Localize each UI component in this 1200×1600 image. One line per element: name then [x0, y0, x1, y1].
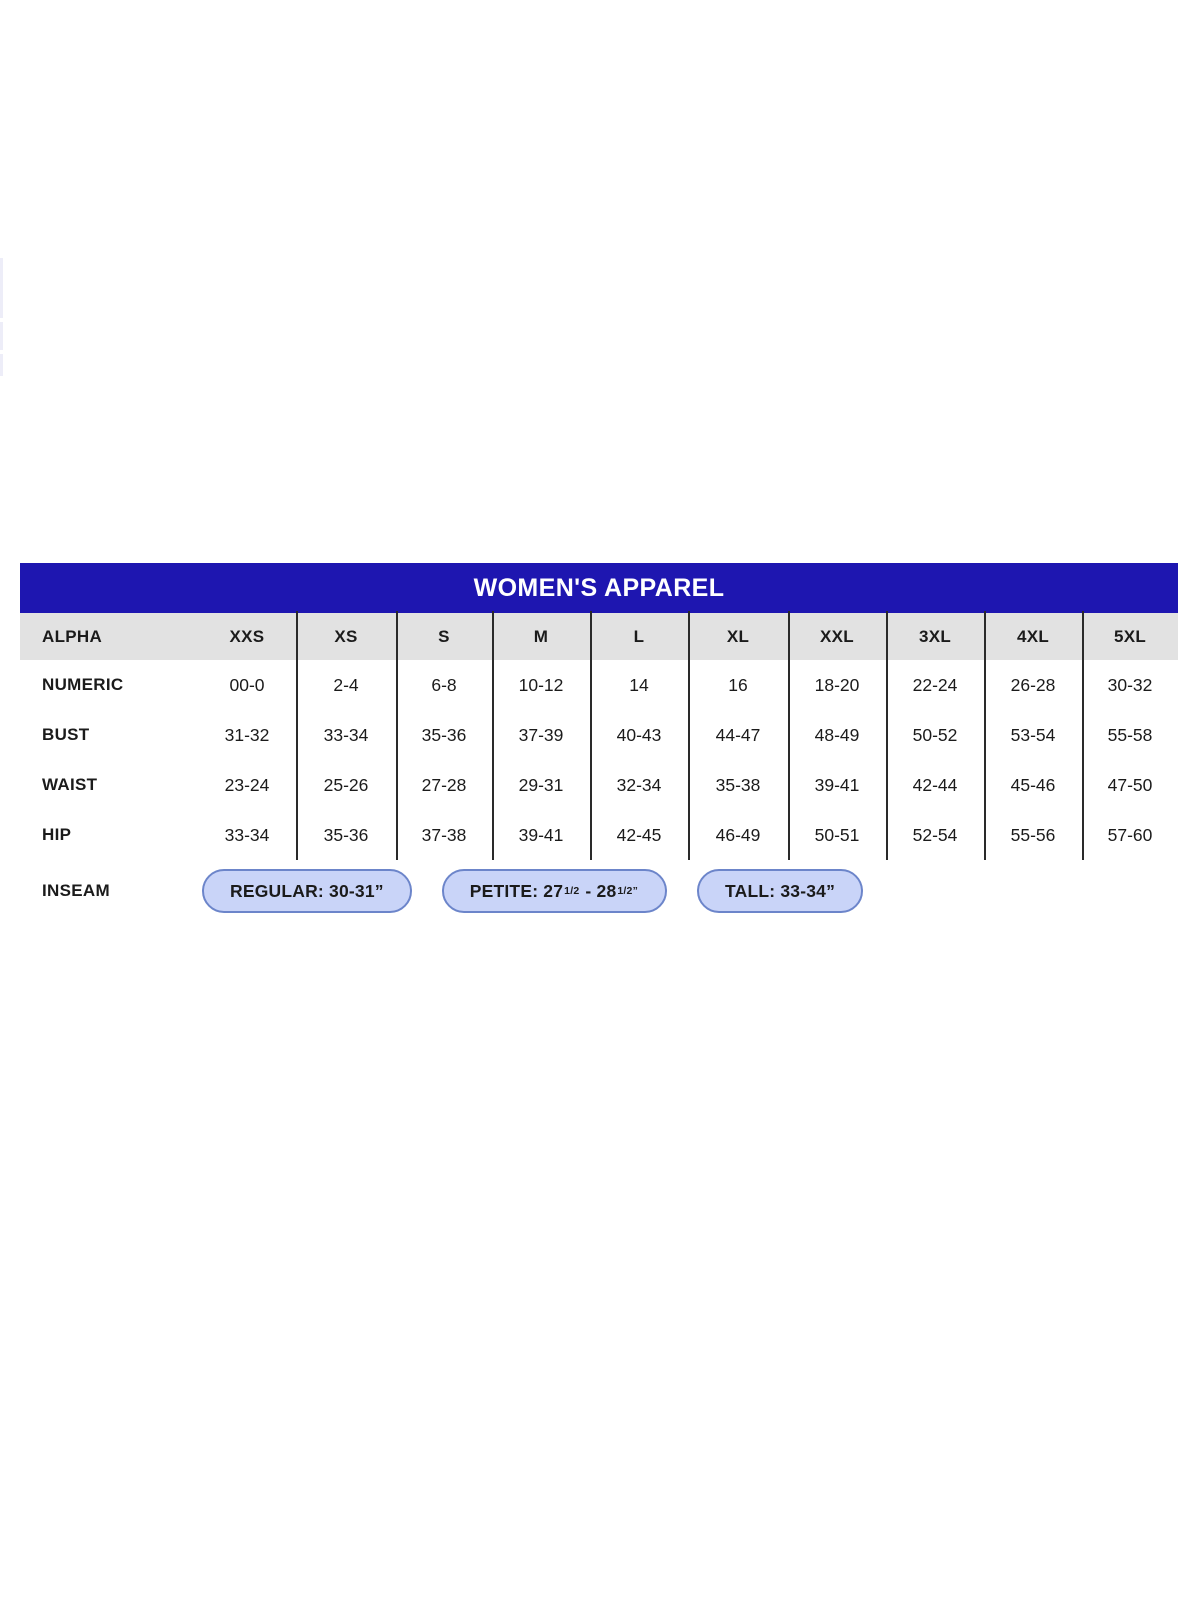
- inseam-option-regular[interactable]: REGULAR: 30-31”: [202, 869, 412, 913]
- row-label-waist: WAIST: [42, 775, 98, 794]
- size-chart-table: ALPHA XXS XS S M L XL XXL 3XL 4XL 5XL NU…: [20, 611, 1178, 922]
- column-header-l: L: [590, 611, 688, 660]
- cell-numeric-xxl: 18-20: [788, 660, 886, 710]
- column-header-xl: XL: [688, 611, 788, 660]
- inseam-petite-mid: - 28: [585, 880, 617, 901]
- column-header-s: S: [396, 611, 492, 660]
- cell-bust-xl: 44-47: [688, 710, 788, 760]
- row-label-numeric: NUMERIC: [42, 675, 124, 694]
- table-row: HIP 33-34 35-36 37-38 39-41 42-45 46-49 …: [20, 810, 1178, 860]
- cell-numeric-4xl: 26-28: [984, 660, 1082, 710]
- column-header-4xl: 4XL: [984, 611, 1082, 660]
- column-header-xxs: XXS: [198, 613, 296, 660]
- cell-numeric-xl: 16: [688, 660, 788, 710]
- column-header-5xl: 5XL: [1082, 611, 1178, 660]
- row-label-inseam: INSEAM: [42, 881, 110, 900]
- row-label-hip: HIP: [42, 825, 72, 844]
- cell-bust-3xl: 50-52: [886, 710, 984, 760]
- cell-numeric-3xl: 22-24: [886, 660, 984, 710]
- inseam-option-group: REGULAR: 30-31” PETITE: 27 1/2 - 28 1/2” T…: [198, 869, 1178, 913]
- cell-bust-xxl: 48-49: [788, 710, 886, 760]
- cell-waist-s: 27-28: [396, 760, 492, 810]
- column-header-xxl: XXL: [788, 611, 886, 660]
- inseam-petite-lead: PETITE: 27: [469, 880, 564, 901]
- inseam-options-cell: REGULAR: 30-31” PETITE: 27 1/2 - 28 1/2” T…: [198, 860, 1178, 922]
- column-header-alpha: ALPHA: [20, 613, 198, 660]
- inseam-petite-fraction-1: 1/2: [564, 885, 580, 897]
- cell-bust-xxs: 31-32: [224, 724, 270, 745]
- inseam-petite-fraction-2: 1/2”: [617, 885, 639, 897]
- cell-waist-4xl: 45-46: [984, 760, 1082, 810]
- cell-numeric-xs: 2-4: [296, 660, 396, 710]
- cell-bust-s: 35-36: [396, 710, 492, 760]
- cell-hip-m: 39-41: [492, 810, 590, 860]
- cell-bust-4xl: 53-54: [984, 710, 1082, 760]
- cell-hip-l: 42-45: [590, 810, 688, 860]
- column-header-xs: XS: [296, 611, 396, 660]
- scan-artifact: [0, 354, 3, 376]
- cell-numeric-l: 14: [590, 660, 688, 710]
- cell-waist-xxl: 39-41: [788, 760, 886, 810]
- column-header-3xl: 3XL: [886, 611, 984, 660]
- cell-waist-xxs: 23-24: [224, 774, 270, 795]
- cell-hip-4xl: 55-56: [984, 810, 1082, 860]
- cell-numeric-xxs: 00-0: [229, 674, 265, 695]
- cell-hip-3xl: 52-54: [886, 810, 984, 860]
- cell-numeric-s: 6-8: [396, 660, 492, 710]
- chart-title-bar: WOMEN'S APPAREL: [20, 563, 1178, 613]
- page-title: WOMEN'S APPAREL: [473, 573, 725, 602]
- inseam-option-petite[interactable]: PETITE: 27 1/2 - 28 1/2”: [441, 869, 668, 913]
- cell-waist-3xl: 42-44: [886, 760, 984, 810]
- cell-hip-xs: 35-36: [296, 810, 396, 860]
- table-row: NUMERIC 00-0 2-4 6-8 10-12 14 16 18-20 2…: [20, 660, 1178, 710]
- cell-hip-xxs: 33-34: [224, 824, 270, 845]
- cell-bust-m: 37-39: [492, 710, 590, 760]
- cell-bust-5xl: 55-58: [1082, 710, 1178, 760]
- cell-waist-5xl: 47-50: [1082, 760, 1178, 810]
- cell-bust-xs: 33-34: [296, 710, 396, 760]
- inseam-option-tall[interactable]: TALL: 33-34”: [697, 869, 864, 913]
- cell-hip-xl: 46-49: [688, 810, 788, 860]
- table-row: WAIST 23-24 25-26 27-28 29-31 32-34 35-3…: [20, 760, 1178, 810]
- cell-numeric-5xl: 30-32: [1082, 660, 1178, 710]
- size-chart: WOMEN'S APPAREL ALPHA XXS XS S: [20, 563, 1178, 922]
- column-header-m: M: [492, 611, 590, 660]
- scan-artifact: [0, 258, 3, 318]
- table-header-row: ALPHA XXS XS S M L XL XXL 3XL 4XL 5XL: [20, 611, 1178, 660]
- scan-artifact: [0, 322, 3, 350]
- cell-waist-xl: 35-38: [688, 760, 788, 810]
- row-label-bust: BUST: [42, 725, 90, 744]
- table-row: BUST 31-32 33-34 35-36 37-39 40-43 44-47…: [20, 710, 1178, 760]
- cell-waist-m: 29-31: [492, 760, 590, 810]
- cell-hip-xxl: 50-51: [788, 810, 886, 860]
- cell-numeric-m: 10-12: [492, 660, 590, 710]
- cell-waist-l: 32-34: [590, 760, 688, 810]
- cell-waist-xs: 25-26: [296, 760, 396, 810]
- cell-bust-l: 40-43: [590, 710, 688, 760]
- cell-hip-5xl: 57-60: [1082, 810, 1178, 860]
- inseam-row: INSEAM REGULAR: 30-31” PETITE: 27 1/2 - 2…: [20, 860, 1178, 922]
- cell-hip-s: 37-38: [396, 810, 492, 860]
